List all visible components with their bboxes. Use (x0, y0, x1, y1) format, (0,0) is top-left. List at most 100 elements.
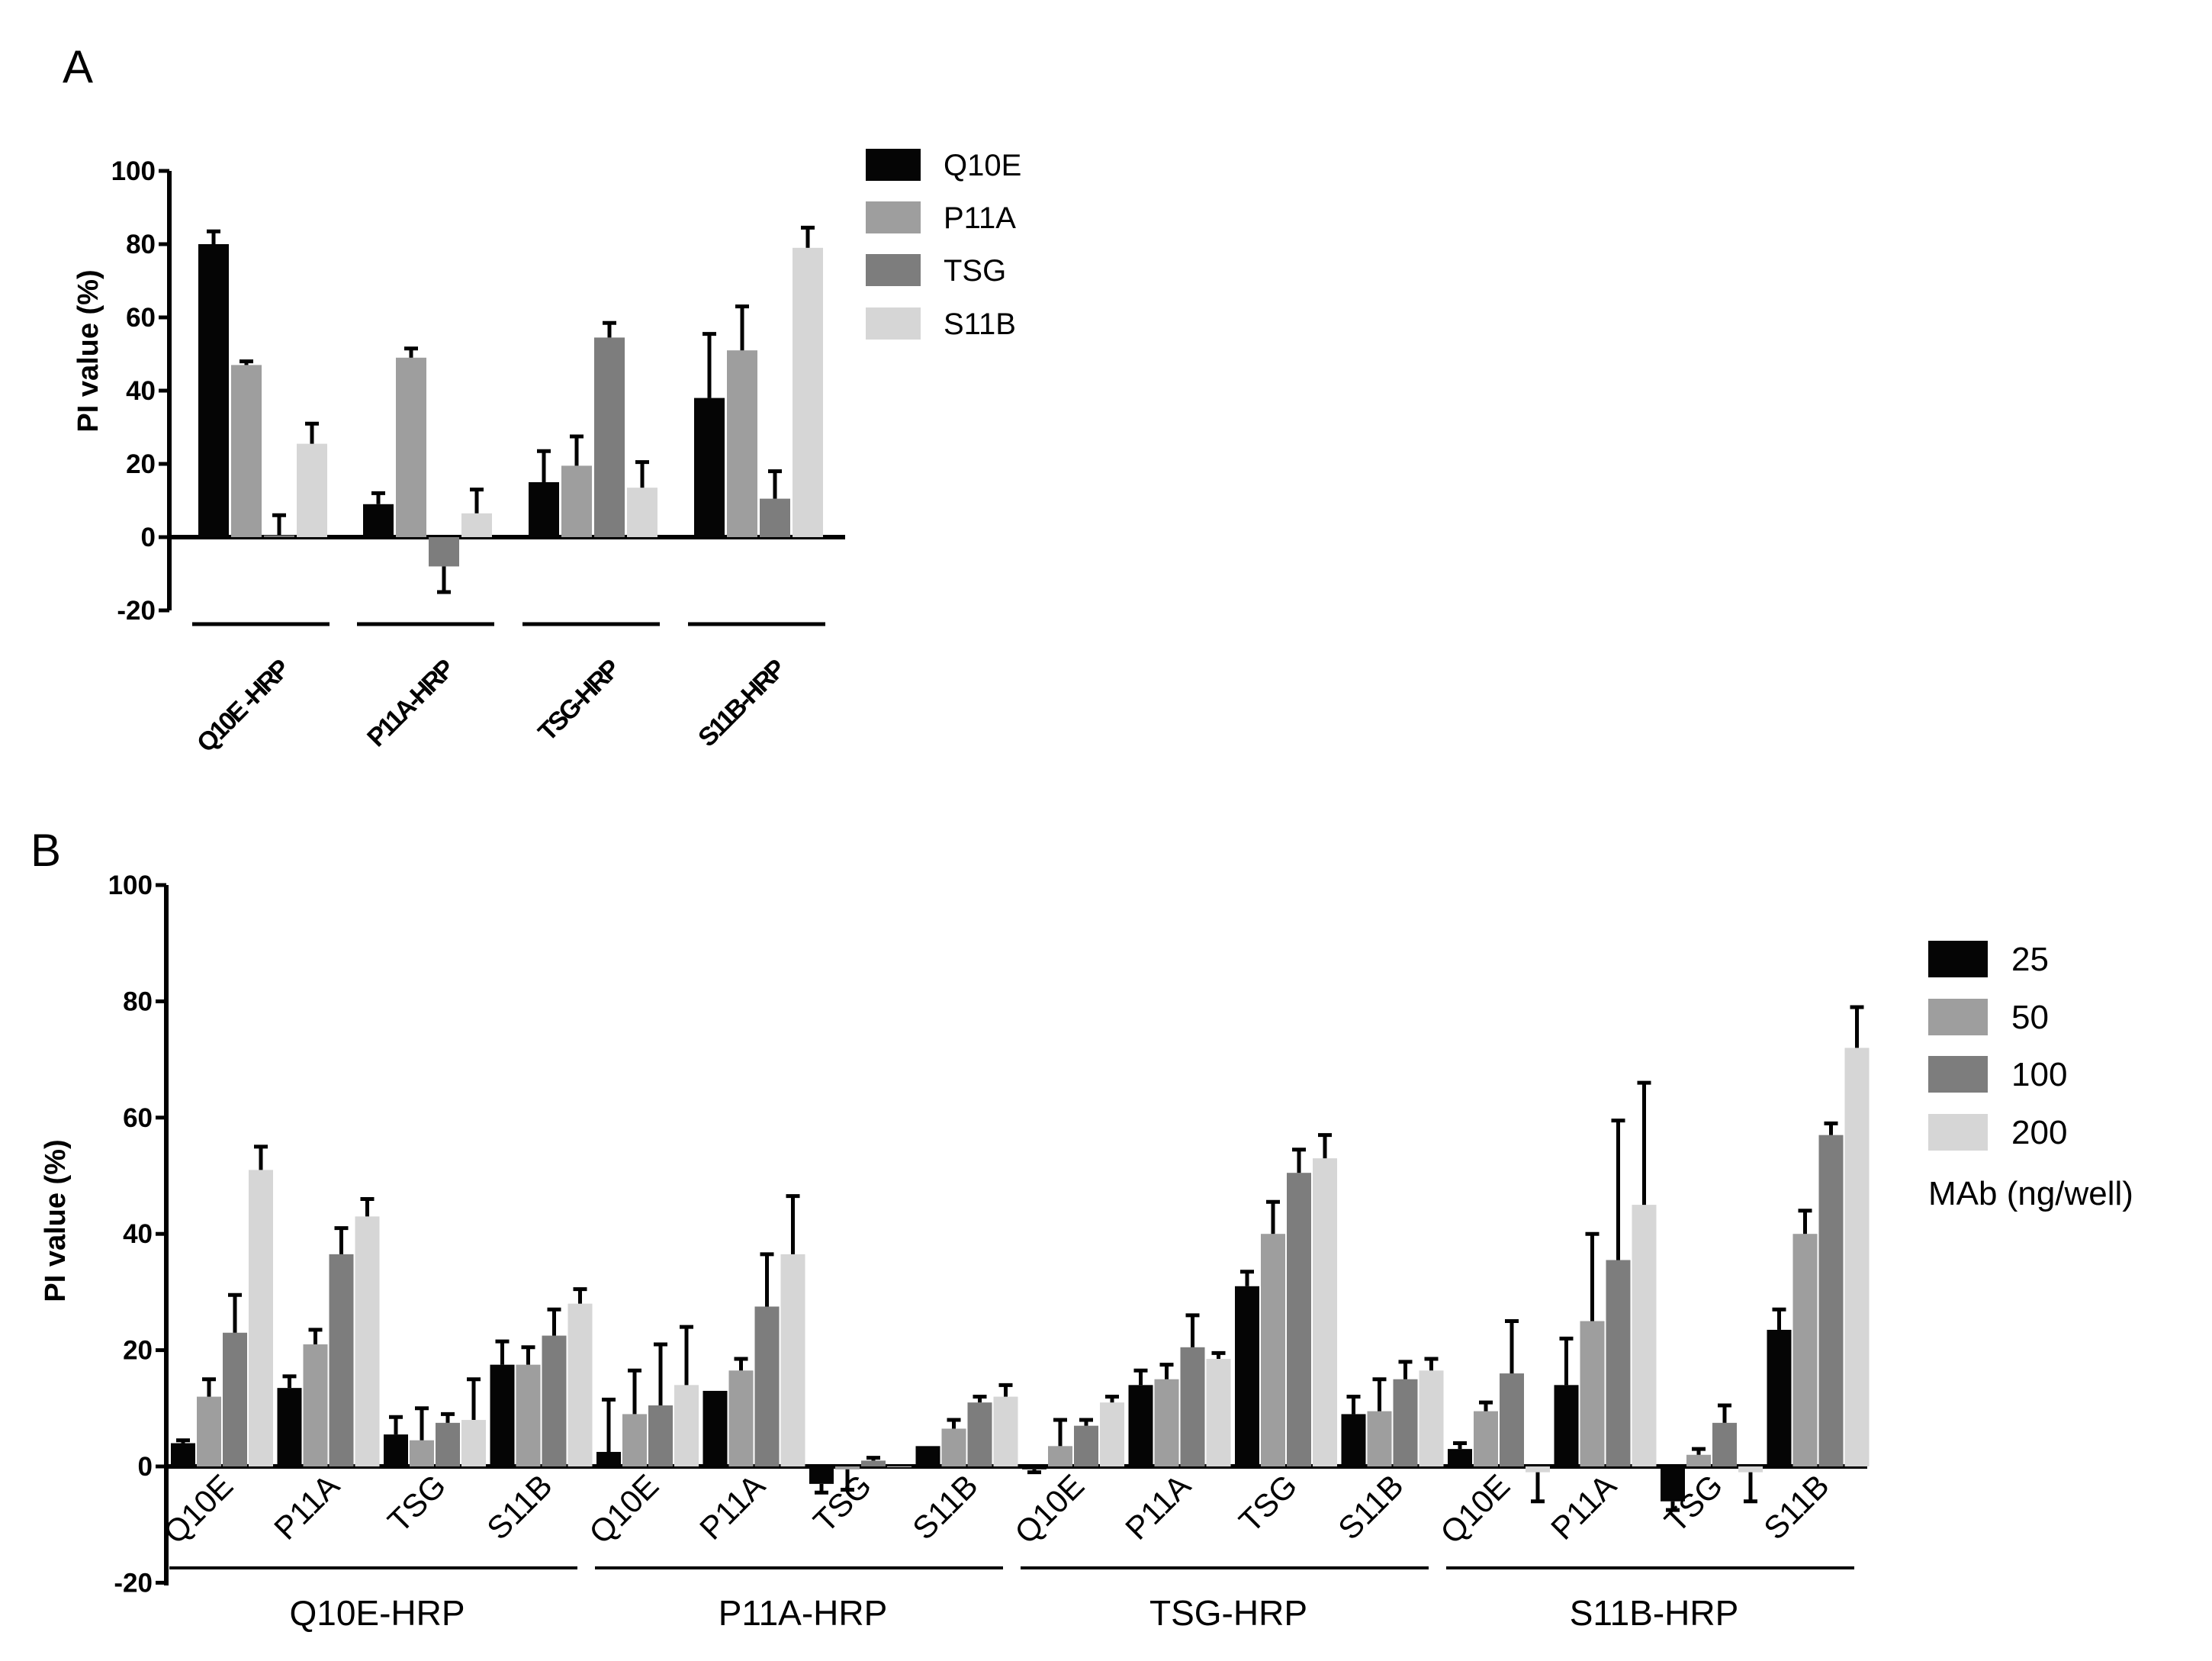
chart-a-y-tick-label: 80 (126, 230, 156, 259)
chart-b-bar-25 (596, 1451, 621, 1466)
chart-b-bar-50 (1261, 1234, 1285, 1466)
chart-b-bar-100 (861, 1460, 886, 1466)
chart-a-y-axis-title: PI value (%) (72, 269, 104, 432)
chart-a-bar-s11b (793, 247, 823, 537)
chart-b-y-tick-label: 0 (138, 1452, 153, 1482)
chart-b-bar-100 (223, 1332, 247, 1466)
chart-b-y-tick-label: 60 (123, 1103, 153, 1133)
chart-b-bar-50 (941, 1428, 966, 1466)
chart-b-bar-200 (993, 1396, 1018, 1466)
chart-b-subcategory-label: P11A (1544, 1467, 1623, 1547)
chart-b-legend-swatch-50 (1928, 999, 1988, 1035)
chart-b-bar-200 (249, 1170, 273, 1466)
chart-b-bar-200 (1632, 1205, 1657, 1466)
chart-b-bar-50 (1580, 1321, 1605, 1466)
chart-b-legend-label: 100 (2011, 1056, 2067, 1093)
chart-b-bar-200 (887, 1466, 911, 1467)
chart-b-legend-swatch-200 (1928, 1114, 1988, 1151)
chart-b-bar-25 (1022, 1466, 1047, 1469)
chart-a-legend-swatch-q10e (866, 149, 921, 181)
panel-b-label: B (31, 825, 61, 876)
chart-b-group-label: Q10E-HRP (289, 1593, 465, 1633)
chart-b-bar-50 (1474, 1411, 1498, 1466)
chart-b-bar-25 (1341, 1414, 1366, 1466)
chart-b-y-tick-label: -20 (114, 1568, 153, 1598)
chart-b-group-label: TSG-HRP (1149, 1593, 1307, 1633)
chart-a-y-tick-label: -20 (117, 596, 156, 626)
chart-b-bar-50 (1048, 1446, 1072, 1466)
chart-b-bar-200 (1313, 1158, 1337, 1466)
chart-a-legend-label: S11B (944, 307, 1016, 341)
chart-b-bar-200 (461, 1420, 486, 1466)
chart-b-bar-25 (1128, 1385, 1153, 1466)
chart-a-bar-q10e (529, 482, 559, 537)
chart-a-bar-s11b (297, 443, 327, 537)
chart-b-y-tick-label: 40 (123, 1219, 153, 1249)
chart-b-bar-25 (1767, 1329, 1792, 1466)
chart-a-y-tick-label: 100 (111, 156, 156, 186)
chart-b-bar-200 (567, 1303, 593, 1466)
chart-b-bar-100 (1393, 1379, 1418, 1466)
chart-b: -20 0 20 40 60 80 100 PI value (%) Q10E P11A TSG S1… (40, 871, 2133, 1633)
chart-b-legend-swatch-100 (1928, 1056, 1988, 1093)
chart-b-bar-100 (329, 1254, 354, 1466)
chart-b-subcategory-label: Q10E (1008, 1467, 1091, 1550)
chart-a-legend-label: P11A (944, 201, 1016, 235)
chart-b-bar-50 (728, 1370, 754, 1466)
chart-a-category-label: S11B-HRP (693, 654, 791, 752)
chart-a: -20 0 20 40 60 80 100 PI value (%) Q10E -HRP P11A… (72, 149, 1021, 758)
chart-b-legend-title: MAb (ng/well) (1928, 1175, 2133, 1212)
chart-a-bar-p11a (231, 365, 262, 537)
chart-b-bar-200 (1100, 1402, 1124, 1466)
chart-b-bar-50 (516, 1364, 541, 1466)
chart-b-bar-25 (1235, 1286, 1259, 1466)
chart-a-bar-q10e (694, 398, 725, 537)
chart-a-bar-p11a (727, 350, 757, 537)
chart-b-subcategory-label: Q10E (582, 1467, 665, 1550)
chart-a-y-tick-label: 20 (126, 449, 156, 479)
chart-b-bar-200 (1419, 1370, 1444, 1466)
chart-a-legend-label: Q10E (944, 149, 1021, 182)
chart-b-bar-25 (1661, 1466, 1685, 1502)
chart-b-subcategory-label: S11B (480, 1467, 559, 1547)
chart-a-bar-tsg (760, 498, 790, 537)
chart-b-y-tick-label: 100 (108, 871, 153, 900)
chart-b-bar-100 (754, 1306, 780, 1466)
chart-a-legend-swatch-p11a (866, 201, 921, 233)
chart-b-bar-50 (622, 1414, 647, 1466)
chart-a-bar-s11b (461, 513, 492, 537)
chart-b-bar-200 (1738, 1466, 1763, 1473)
chart-a-y-tick-label: 40 (126, 376, 156, 406)
chart-b-bar-25 (703, 1390, 728, 1466)
chart-a-legend-swatch-s11b (866, 307, 921, 340)
chart-b-bar-200 (1206, 1359, 1231, 1466)
chart-b-bar-100 (1606, 1260, 1631, 1466)
chart-b-bar-200 (780, 1254, 805, 1466)
chart-b-bar-25 (171, 1443, 195, 1466)
chart-b-bar-50 (835, 1466, 860, 1469)
chart-b-subcategory-label: S11B (1331, 1467, 1410, 1547)
chart-b-y-axis-title: PI value (%) (40, 1139, 72, 1302)
chart-b-bar-100 (1818, 1135, 1844, 1466)
chart-b-bar-200 (1844, 1048, 1870, 1466)
chart-b-bar-50 (1367, 1411, 1392, 1466)
chart-b-subcategory-label: S11B (1757, 1467, 1836, 1547)
chart-b-bar-200 (355, 1216, 380, 1466)
chart-b-bar-50 (1686, 1454, 1711, 1466)
chart-b-bar-25 (809, 1466, 834, 1484)
chart-b-y-tick-label: 20 (123, 1336, 153, 1366)
chart-b-bar-25 (1554, 1385, 1579, 1466)
chart-b-bar-25 (277, 1388, 302, 1466)
chart-b-bar-50 (1154, 1379, 1179, 1466)
chart-b-bar-100 (542, 1335, 567, 1466)
chart-a-legend-label: TSG (944, 254, 1006, 288)
chart-b-bar-25 (1448, 1449, 1472, 1466)
chart-b-bar-100 (1180, 1347, 1205, 1466)
chart-b-legend-label: 200 (2011, 1114, 2067, 1151)
chart-b-subcategory-label: P11A (693, 1467, 772, 1547)
chart-b-subcategory-label: TSG (381, 1467, 452, 1539)
chart-b-subcategory-label: P11A (1118, 1467, 1198, 1547)
chart-b-group-label: S11B-HRP (1570, 1593, 1739, 1633)
chart-a-bar-p11a (561, 465, 592, 537)
